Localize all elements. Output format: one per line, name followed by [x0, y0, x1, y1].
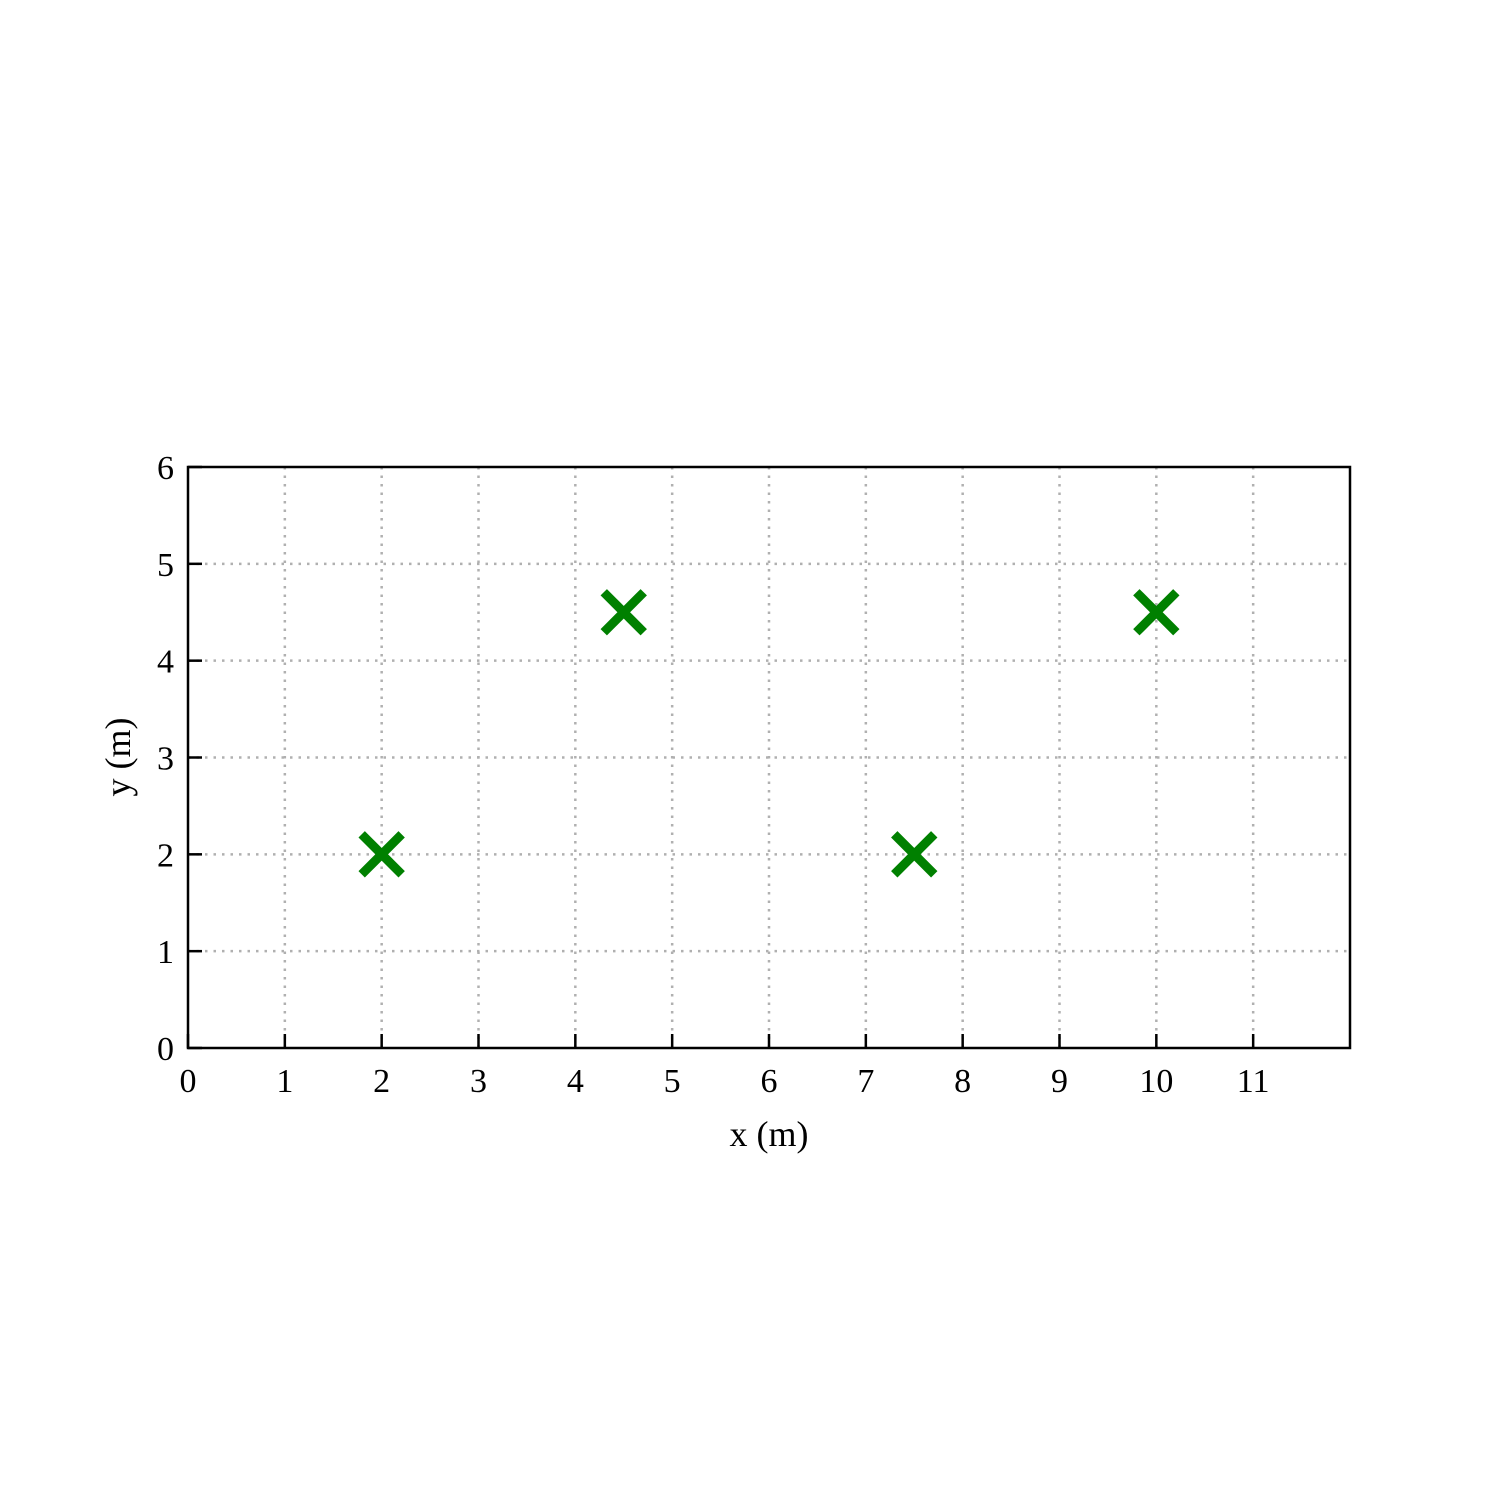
x-tick-label: 4	[567, 1063, 584, 1100]
marker-stroke	[358, 831, 405, 878]
x-tick-label: 3	[470, 1063, 487, 1100]
y-tick-labels: 0 1 2 3 4 5 6	[157, 450, 174, 1068]
axis-ticks	[186, 465, 1255, 1050]
y-axis-label: y (m)	[98, 718, 138, 797]
x-tick-label: 6	[761, 1063, 778, 1100]
marker-stroke	[891, 831, 938, 878]
x-tick-label: 5	[664, 1063, 681, 1100]
x-tick-label: 2	[373, 1063, 390, 1100]
x-tick-label: 7	[857, 1063, 874, 1100]
y-tick-label: 3	[157, 741, 174, 778]
x-tick-label: 9	[1051, 1063, 1068, 1100]
data-points	[358, 589, 1180, 878]
y-tick-label: 5	[157, 547, 174, 584]
x-tick-label: 0	[180, 1063, 197, 1100]
y-tick-label: 4	[157, 644, 174, 681]
y-tick-label: 0	[157, 1031, 174, 1068]
x-axis-label: x (m)	[730, 1114, 809, 1154]
grid-lines	[188, 467, 1350, 1048]
x-tick-label: 11	[1237, 1063, 1270, 1100]
data-point	[1133, 589, 1180, 636]
y-tick-label: 2	[157, 837, 174, 874]
plot-frame	[186, 465, 1352, 1050]
marker-stroke	[600, 589, 647, 636]
y-tick-label: 6	[157, 450, 174, 487]
marker-stroke	[1133, 589, 1180, 636]
x-tick-labels: 0 1 2 3 4 5 6 7 8 9 10 11	[180, 1063, 1270, 1100]
x-tick-label: 1	[276, 1063, 293, 1100]
x-tick-label: 10	[1139, 1063, 1173, 1100]
data-point	[891, 831, 938, 878]
y-tick-label: 1	[157, 934, 174, 971]
data-point	[600, 589, 647, 636]
x-tick-label: 8	[954, 1063, 971, 1100]
data-point	[358, 831, 405, 878]
